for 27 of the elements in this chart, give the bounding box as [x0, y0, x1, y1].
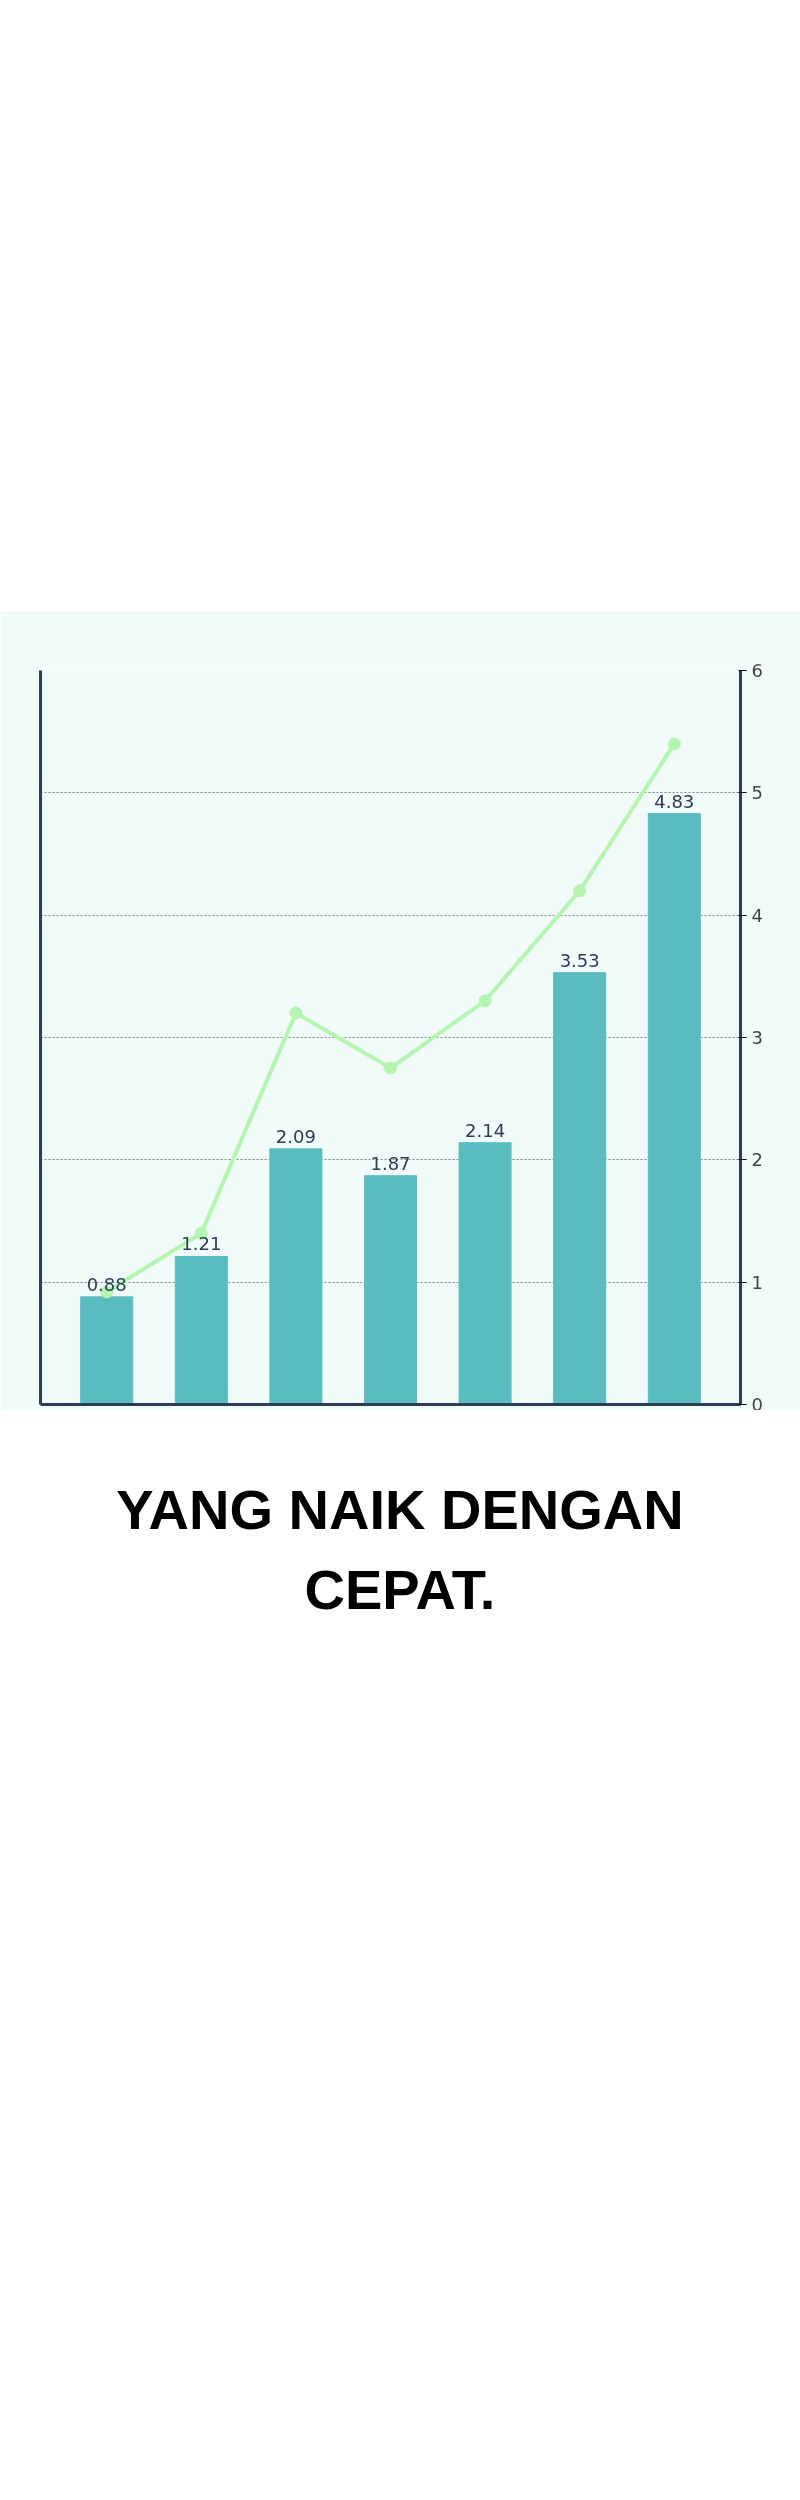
data-label: 4.83 — [654, 790, 695, 812]
data-label: 0.88 — [86, 1273, 127, 1295]
data-label: 1.21 — [181, 1233, 222, 1255]
text: YANG NAIK DENGAN CEPAT. — [115, 1477, 685, 1623]
data-label: 1.87 — [370, 1152, 411, 1174]
y-tick-label: 6 — [751, 660, 763, 681]
point — [573, 884, 587, 898]
data-label: 2.14 — [465, 1119, 506, 1141]
y-tick-label: 4 — [751, 904, 763, 926]
point — [667, 737, 681, 751]
y-tick-label: 3 — [751, 1027, 763, 1048]
y-tick-label: 2 — [751, 1149, 763, 1171]
data-label: 3.53 — [559, 949, 600, 971]
point — [478, 994, 492, 1008]
y-tick-label: 5 — [751, 782, 763, 804]
bar — [458, 1142, 512, 1405]
bar — [80, 1296, 134, 1405]
y-tick-label: 0 — [751, 1393, 763, 1415]
y-tick-label: 1 — [751, 1271, 763, 1293]
bar — [553, 972, 607, 1405]
bar — [363, 1175, 418, 1405]
bar — [174, 1255, 228, 1405]
point — [289, 1006, 303, 1020]
point — [384, 1061, 397, 1075]
data-label: 2.09 — [275, 1125, 316, 1147]
bar — [269, 1148, 323, 1405]
bar — [647, 813, 701, 1405]
